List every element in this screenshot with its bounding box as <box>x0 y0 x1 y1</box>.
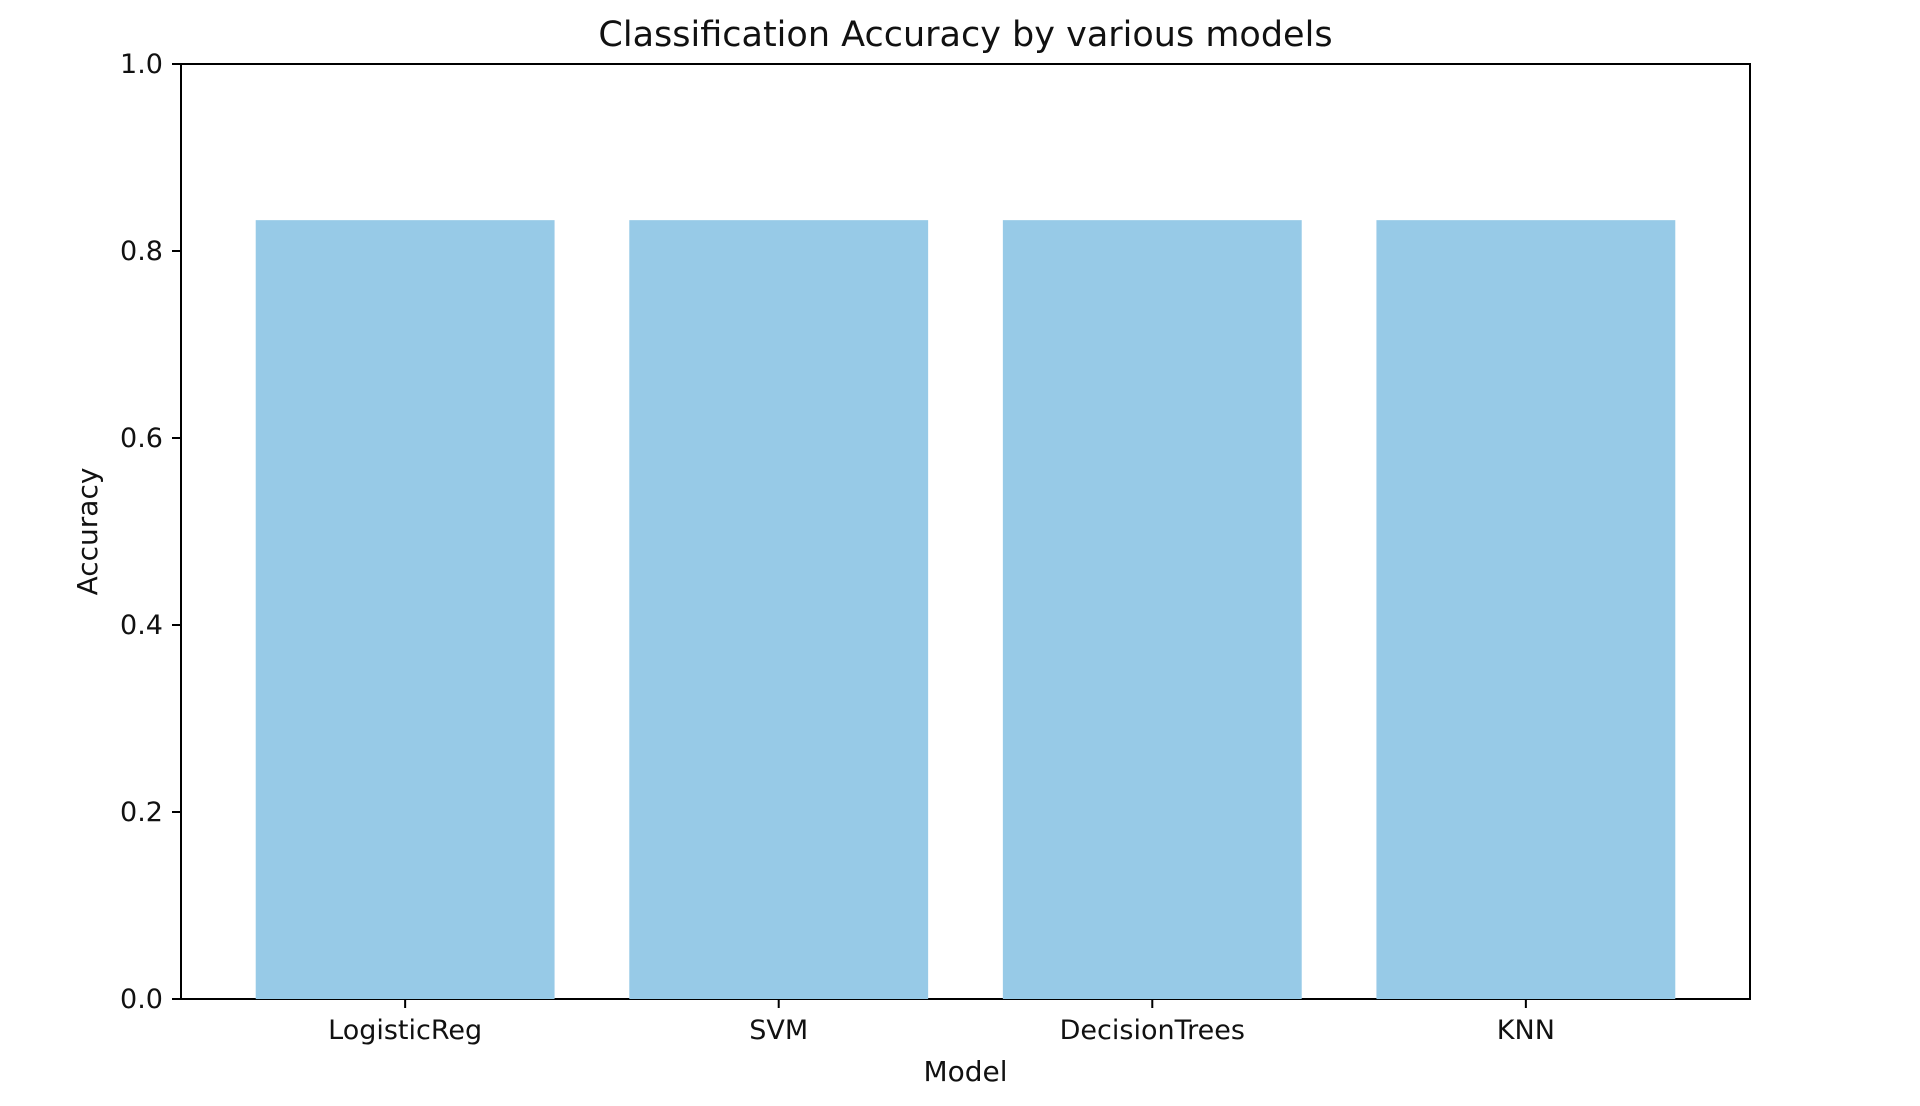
y-tick-label: 0.0 <box>120 984 163 1015</box>
x-tick-label: LogisticReg <box>328 1015 482 1046</box>
bar-knn <box>1376 220 1676 999</box>
bars-layer <box>255 220 1676 999</box>
y-axis-label: Accuracy <box>71 468 104 596</box>
x-axis-label: Model <box>923 1055 1007 1088</box>
y-tick-label: 0.8 <box>120 236 163 267</box>
y-axis: 0.0 0.2 0.4 0.6 0.8 1.0 <box>120 49 181 1015</box>
x-tick-label: SVM <box>749 1015 808 1046</box>
bar-logisticreg <box>255 220 555 999</box>
y-tick-label: 0.6 <box>120 423 163 454</box>
bar-decisiontrees <box>1002 220 1302 999</box>
y-tick-label: 0.4 <box>120 610 163 641</box>
y-tick-label: 1.0 <box>120 49 163 80</box>
bar-svm <box>629 220 929 999</box>
x-axis: LogisticReg SVM DecisionTrees KNN <box>328 999 1555 1046</box>
plot-frame <box>180 63 1751 1000</box>
y-tick-label: 0.2 <box>120 797 163 828</box>
chart-title: Classification Accuracy by various model… <box>598 15 1332 55</box>
x-tick-label: KNN <box>1497 1015 1555 1046</box>
x-tick-label: DecisionTrees <box>1060 1015 1245 1046</box>
